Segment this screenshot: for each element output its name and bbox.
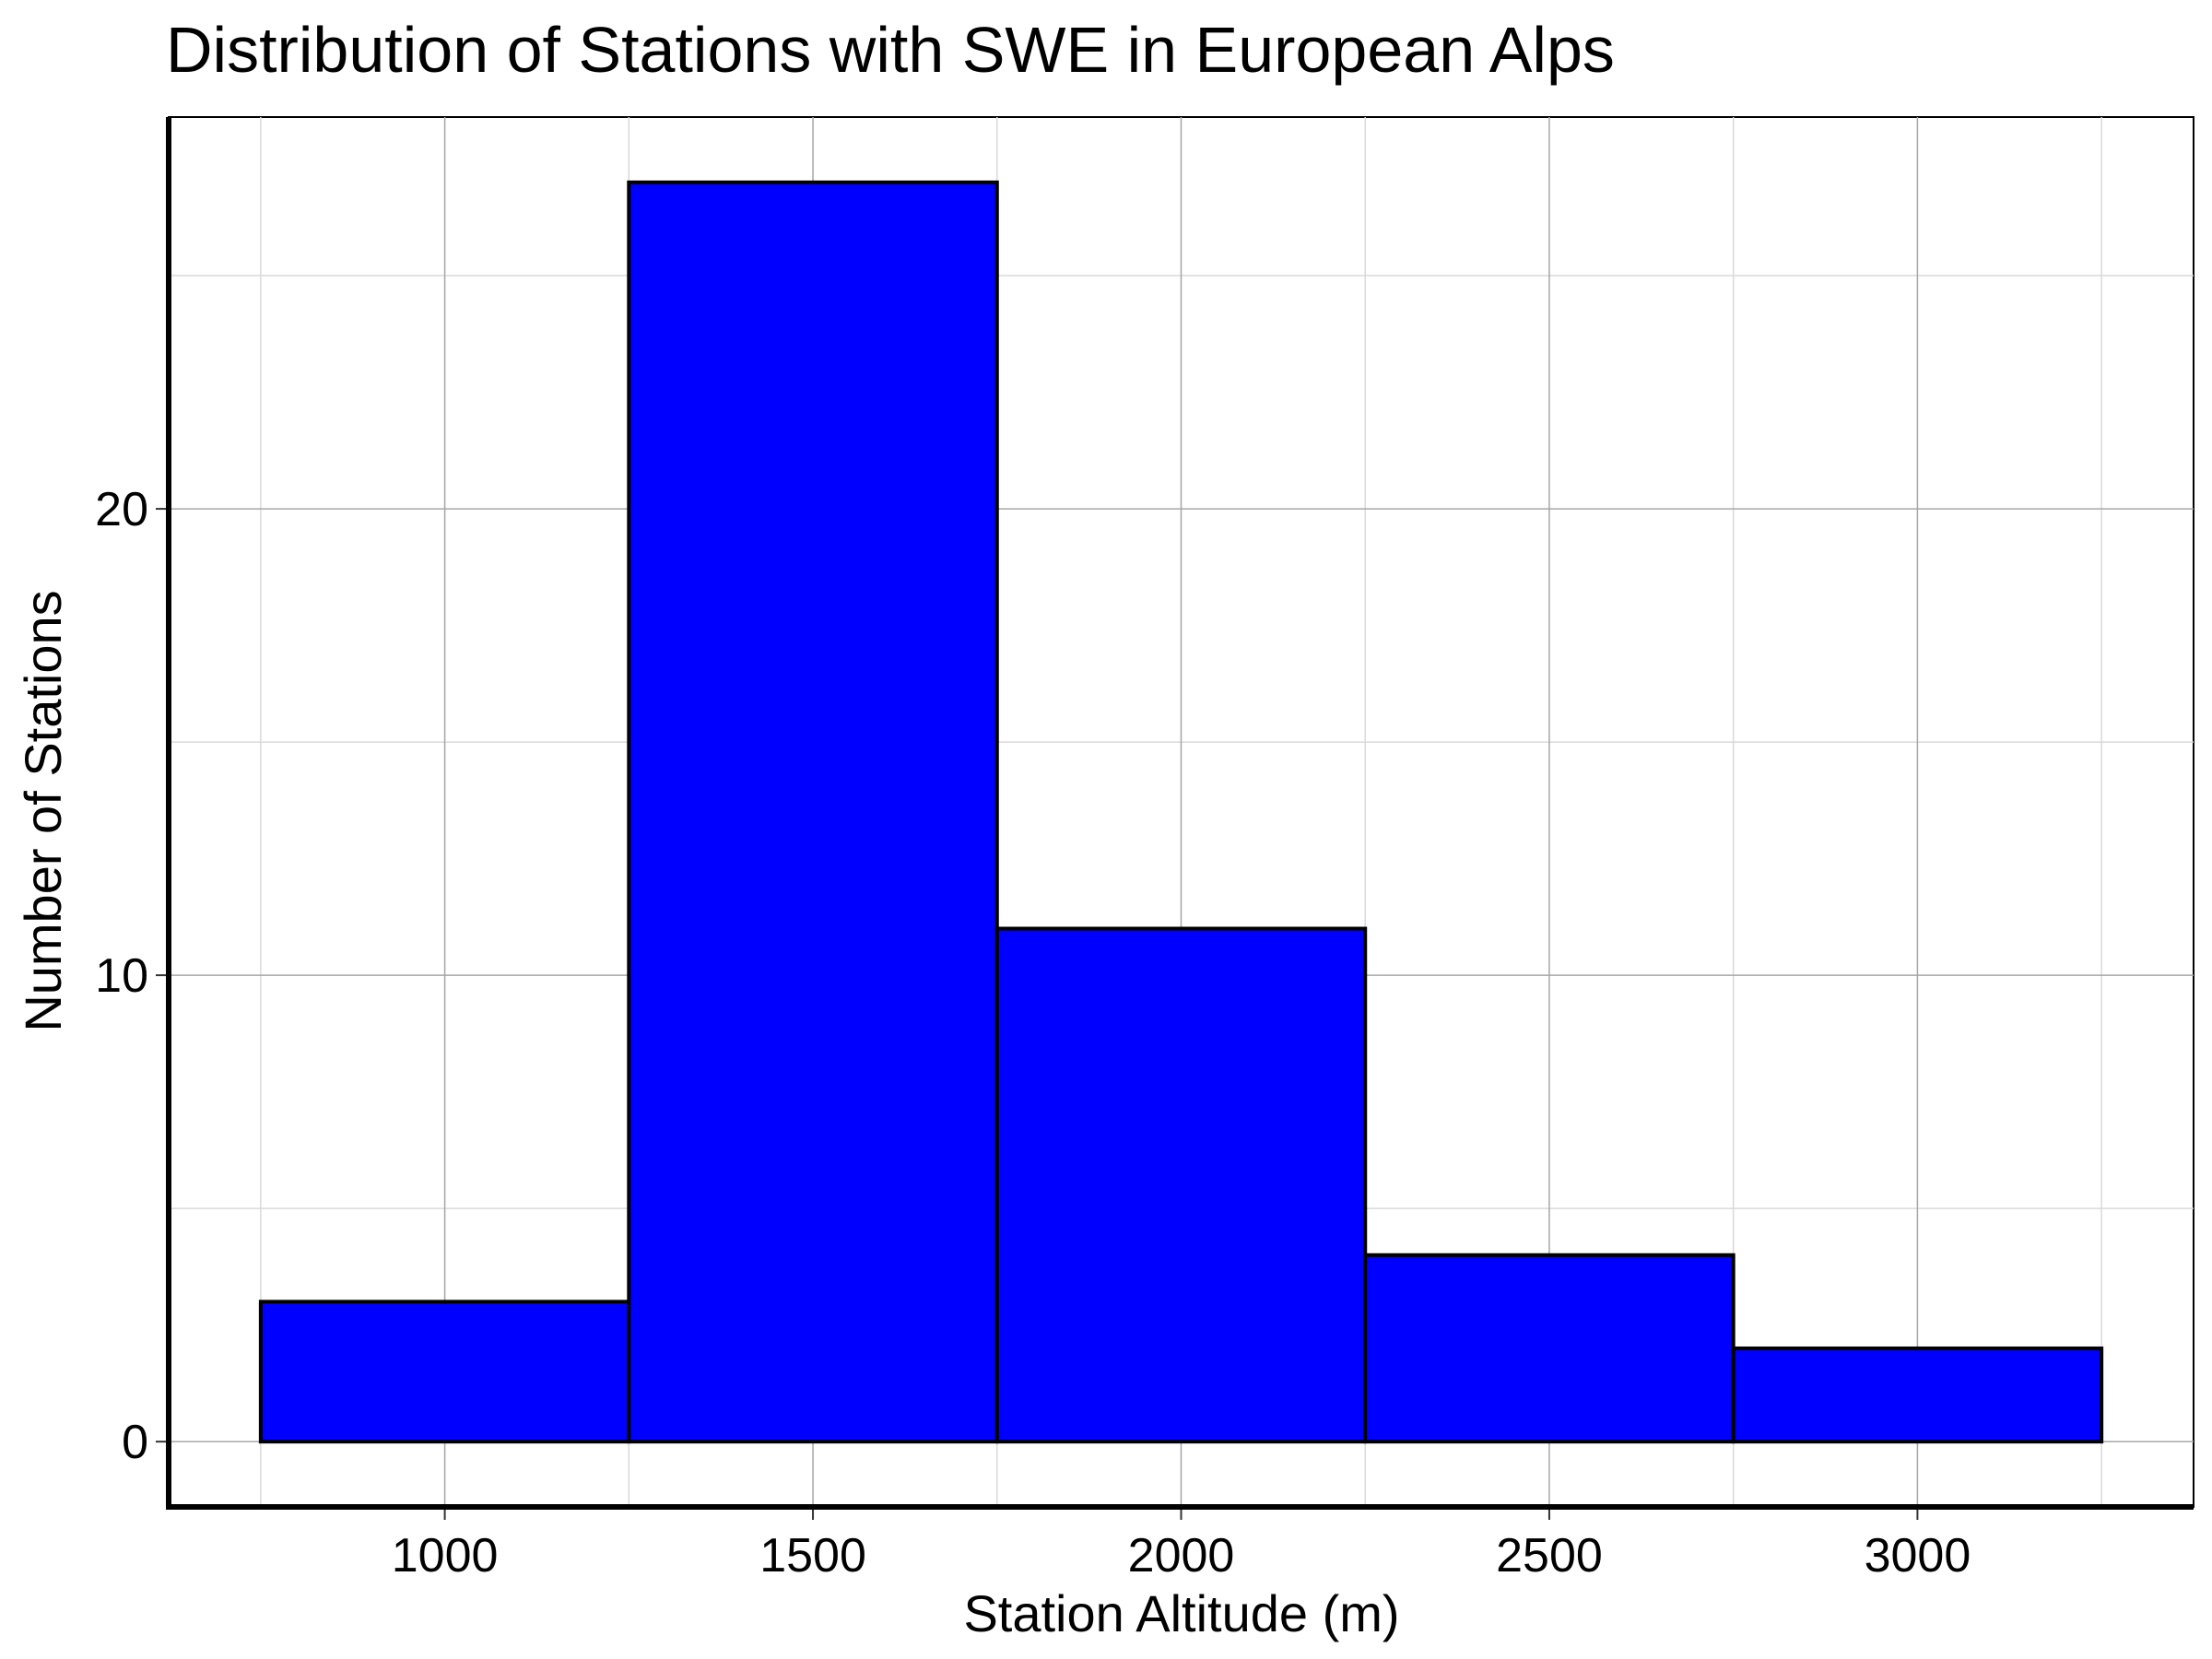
x-axis-label: Station Altitude (m) [963,1584,1399,1642]
y-tick-label: 20 [95,483,148,536]
y-tick-label: 0 [122,1416,148,1469]
x-tick-label: 3000 [1865,1529,1971,1583]
histogram-bar [994,926,1368,1444]
x-tick-label: 1000 [392,1529,499,1583]
tick-labels: 1000 1500 2000 2500 3000 0 10 20 [95,483,1971,1583]
y-tick-label: 10 [95,949,148,1003]
histogram-bar [1731,1346,2104,1444]
x-tick-label: 2000 [1128,1529,1235,1583]
histogram-bar [627,180,999,1444]
x-tick-label: 2500 [1496,1529,1603,1583]
histogram-bar [258,1300,631,1444]
histogram-bar [1363,1253,1735,1444]
histogram-bars [258,180,2104,1444]
x-tick-label: 1500 [759,1529,866,1583]
chart-title: Distribution of Stations with SWE in Eur… [166,14,1615,86]
y-axis-label: Number of Stations [14,590,72,1031]
axes [166,117,2194,1510]
